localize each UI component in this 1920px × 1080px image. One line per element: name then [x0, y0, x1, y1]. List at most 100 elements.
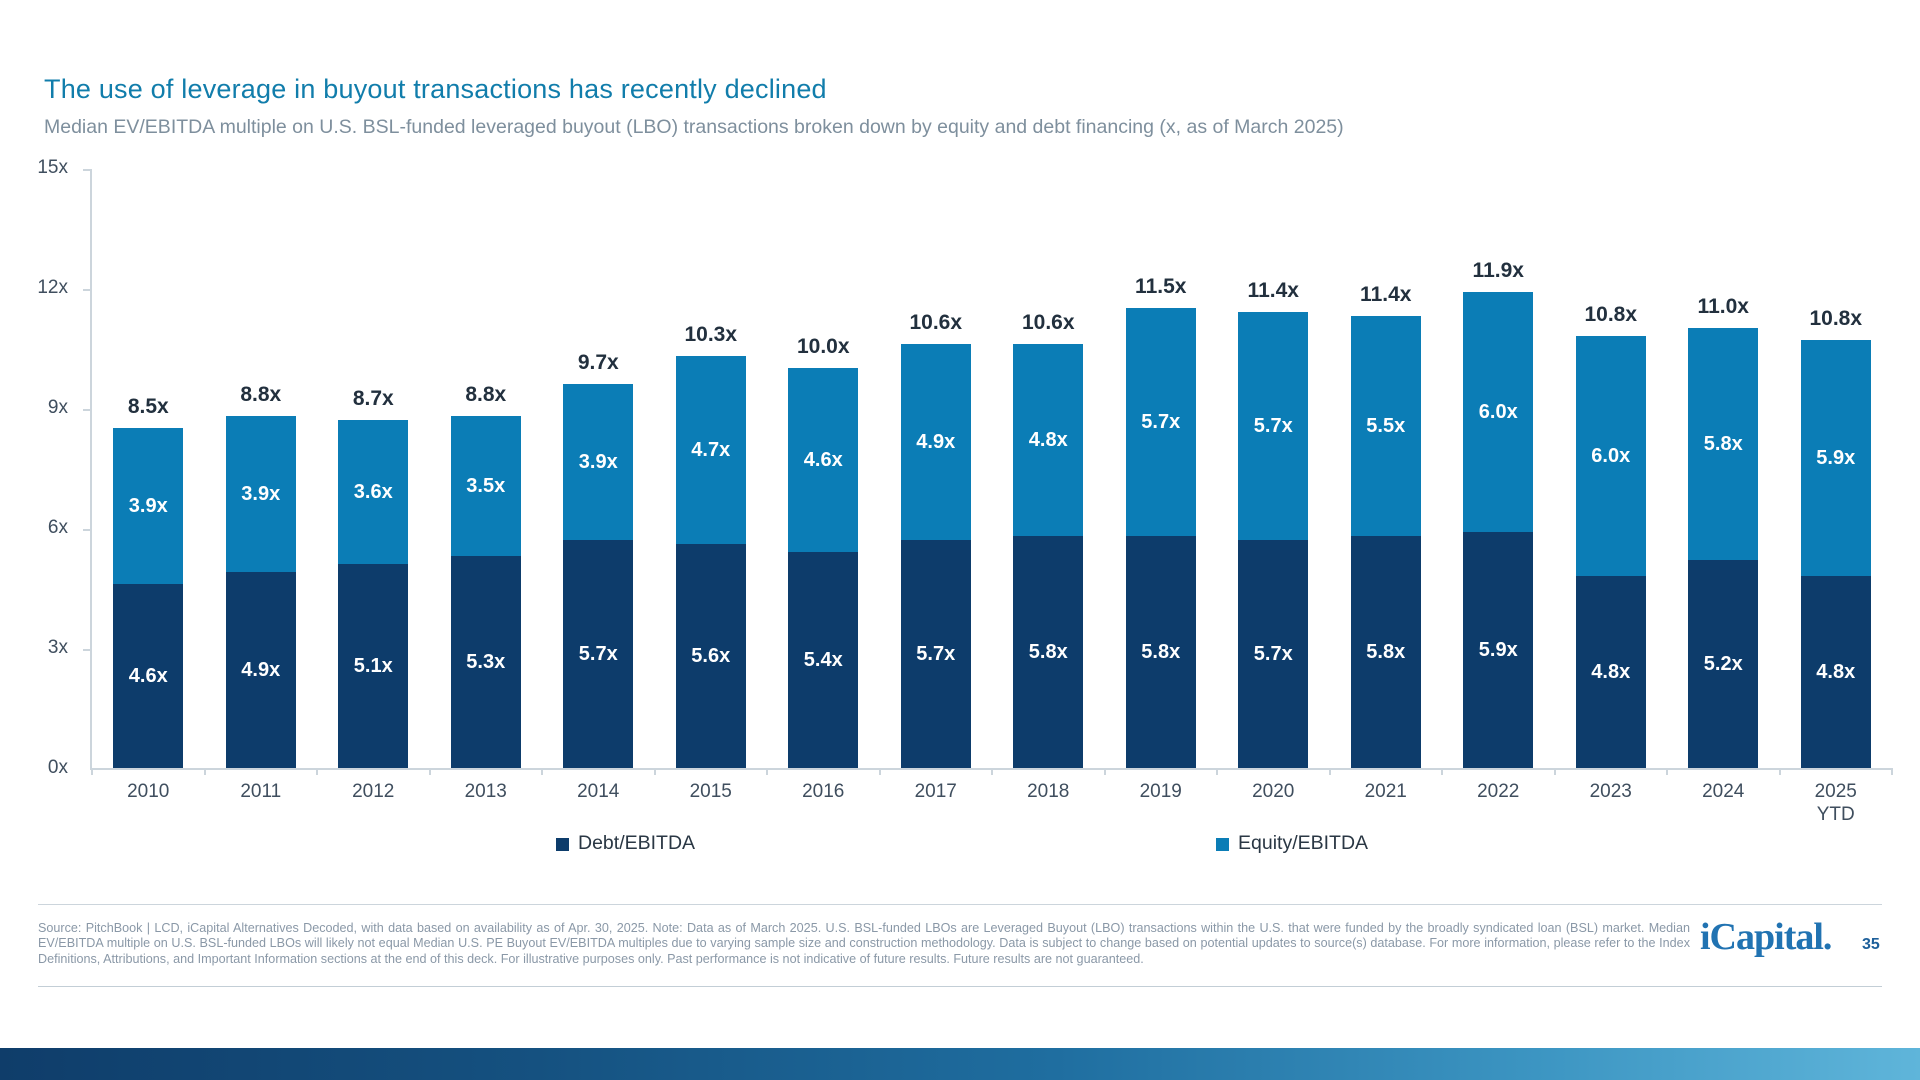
- debt-segment: 5.8x: [1350, 536, 1421, 768]
- x-axis-tick-mark: [428, 768, 431, 775]
- bar-group: 8.7x 3.6x 5.1x 2012: [317, 170, 430, 802]
- equity-value-label: 3.9x: [128, 494, 168, 517]
- bar-total-label: 8.5x: [127, 395, 169, 418]
- bar-total-label: 11.0x: [1697, 295, 1749, 318]
- bar-stack: 5.5x 5.8x: [1350, 316, 1421, 768]
- bar-total-label: 11.4x: [1360, 283, 1412, 306]
- x-axis-category-label: 2019: [1139, 781, 1182, 802]
- x-axis-tick-mark: [766, 768, 768, 775]
- x-axis-category-label: 2012: [352, 781, 395, 802]
- debt-segment: 4.8x: [1800, 576, 1871, 768]
- bars-container: 8.5x 3.9x 4.6x 2010 8.8x 3.9x 4.9x 2011 8.7x 3.6x…: [92, 170, 1893, 825]
- debt-value-label: 5.7x: [916, 642, 956, 665]
- y-axis-tick-mark: [83, 529, 92, 531]
- y-axis-tick-label: 9x: [47, 397, 68, 418]
- legend-item-debt: Debt/EBITDA: [556, 832, 695, 855]
- bar-group: 10.8x 5.9x 4.8x 2025 YTD: [1780, 170, 1893, 825]
- debt-value-label: 4.9x: [241, 658, 281, 681]
- equity-segment: 6.0x: [1463, 292, 1534, 532]
- equity-segment: 3.6x: [338, 420, 409, 564]
- bar-group: 8.8x 3.5x 5.3x 2013: [430, 170, 543, 802]
- bar-group: 11.9x 6.0x 5.9x 2022: [1442, 170, 1555, 802]
- debt-segment: 5.7x: [1238, 540, 1309, 768]
- bar-total-label: 8.8x: [465, 383, 507, 406]
- debt-segment: 5.8x: [1125, 536, 1196, 768]
- chart-subtitle: Median EV/EBITDA multiple on U.S. BSL-fu…: [44, 116, 1344, 138]
- equity-value-label: 6.0x: [1478, 400, 1518, 423]
- bar-stack: 5.7x 5.8x: [1125, 308, 1196, 768]
- x-axis-tick-mark: [1328, 768, 1331, 775]
- debt-segment: 5.6x: [675, 544, 746, 768]
- bar-group: 11.0x 5.8x 5.2x 2024: [1667, 170, 1780, 802]
- equity-segment: 3.9x: [225, 416, 296, 572]
- bar-group: 10.8x 6.0x 4.8x 2023: [1555, 170, 1668, 802]
- x-axis-category-label: 2021: [1364, 781, 1407, 802]
- equity-segment: 5.9x: [1800, 340, 1871, 576]
- equity-segment: 6.0x: [1575, 336, 1646, 576]
- x-axis-tick-mark: [1441, 768, 1443, 775]
- bar-stack: 3.9x 4.9x: [225, 416, 296, 768]
- bar-stack: 3.9x 5.7x: [563, 384, 634, 768]
- bar-group: 11.4x 5.7x 5.7x 2020: [1217, 170, 1330, 802]
- equity-value-label: 6.0x: [1591, 444, 1631, 467]
- bar-stack: 5.7x 5.7x: [1238, 312, 1309, 768]
- y-axis-tick-label: 0x: [47, 757, 68, 778]
- equity-segment: 3.5x: [450, 416, 521, 556]
- bar-stack: 4.8x 5.8x: [1013, 344, 1084, 768]
- debt-value-label: 5.6x: [691, 644, 731, 667]
- x-axis-tick-mark: [1891, 768, 1893, 775]
- bar-stack: 4.7x 5.6x: [675, 356, 746, 768]
- footer-divider-line: [38, 904, 1882, 905]
- equity-segment: 4.6x: [788, 368, 859, 552]
- y-axis-tick-mark: [83, 169, 92, 171]
- debt-segment: 5.8x: [1013, 536, 1084, 768]
- bar-stack: 3.6x 5.1x: [338, 420, 409, 768]
- debt-segment: 5.7x: [563, 540, 634, 768]
- debt-value-label: 4.8x: [1816, 660, 1856, 683]
- debt-value-label: 4.6x: [128, 664, 168, 687]
- page-title: The use of leverage in buyout transactio…: [44, 74, 827, 104]
- bar-total-label: 8.8x: [240, 383, 282, 406]
- x-axis-tick-mark: [91, 768, 93, 775]
- debt-value-label: 5.3x: [466, 650, 506, 673]
- equity-value-label: 3.6x: [353, 480, 393, 503]
- bar-total-label: 11.5x: [1135, 275, 1187, 298]
- equity-segment: 5.7x: [1125, 308, 1196, 536]
- bar-group: 10.3x 4.7x 5.6x 2015: [655, 170, 768, 802]
- bar-total-label: 10.0x: [796, 335, 850, 358]
- bar-group: 11.5x 5.7x 5.8x 2019: [1105, 170, 1218, 802]
- x-axis-tick-mark: [1553, 768, 1556, 775]
- debt-segment: 5.7x: [900, 540, 971, 768]
- bar-total-label: 10.8x: [1809, 307, 1863, 330]
- bar-stack: 4.9x 5.7x: [900, 344, 971, 768]
- bar-total-label: 8.7x: [352, 387, 394, 410]
- x-axis-category-label: 2025 YTD: [1776, 780, 1896, 826]
- x-axis-tick-mark: [1216, 768, 1218, 775]
- x-axis-category-label: 2014: [577, 781, 620, 802]
- debt-segment: 4.9x: [225, 572, 296, 768]
- equity-segment: 4.8x: [1013, 344, 1084, 536]
- debt-segment: 5.2x: [1688, 560, 1759, 768]
- equity-value-label: 5.9x: [1816, 446, 1856, 469]
- equity-value-label: 4.6x: [803, 448, 843, 471]
- debt-value-label: 5.8x: [1141, 640, 1181, 663]
- bar-stack: 5.8x 5.2x: [1688, 328, 1759, 768]
- x-axis-category-label: 2015: [689, 781, 732, 802]
- stacked-bar-chart: 8.5x 3.9x 4.6x 2010 8.8x 3.9x 4.9x 2011 8.7x 3.6x…: [83, 169, 1893, 825]
- bar-stack: 5.9x 4.8x: [1800, 340, 1871, 768]
- x-axis-tick-mark: [316, 768, 318, 775]
- bar-stack: 6.0x 5.9x: [1463, 292, 1534, 768]
- debt-segment: 5.1x: [338, 564, 409, 768]
- x-axis-category-label: 2020: [1252, 781, 1295, 802]
- debt-value-label: 5.8x: [1028, 640, 1068, 663]
- x-axis-tick-mark: [878, 768, 881, 775]
- x-axis-tick-mark: [1778, 768, 1781, 775]
- bar-group: 10.6x 4.8x 5.8x 2018: [992, 170, 1105, 802]
- y-axis-tick-label: 12x: [37, 277, 68, 298]
- legend-color-swatch: [1216, 838, 1229, 851]
- x-axis-tick-mark: [203, 768, 206, 775]
- bottom-divider-line: [38, 986, 1882, 987]
- equity-value-label: 4.7x: [691, 438, 731, 461]
- bar-group: 9.7x 3.9x 5.7x 2014: [542, 170, 655, 802]
